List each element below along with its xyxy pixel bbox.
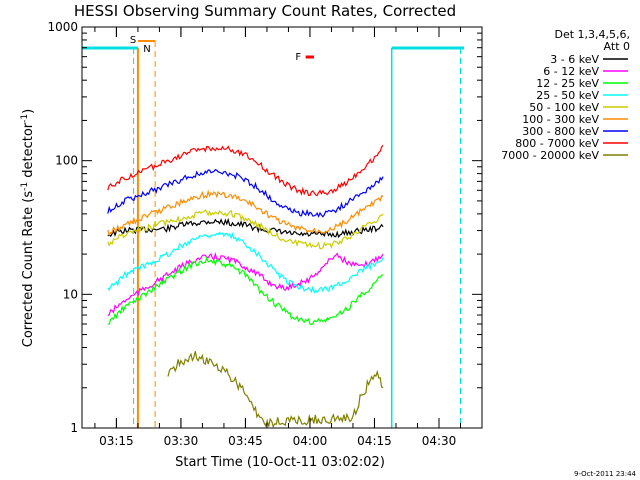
x-tick-label: 04:30 xyxy=(422,434,457,448)
legend-label: 7000 - 20000 keV xyxy=(501,149,599,162)
series-line-8 xyxy=(167,351,384,429)
series-line-2 xyxy=(107,256,384,326)
plot-frame xyxy=(81,26,483,429)
series-line-5 xyxy=(107,189,384,237)
annotation-s: S xyxy=(130,35,136,46)
x-tick-label: 04:00 xyxy=(293,434,328,448)
x-tick-label: 04:15 xyxy=(357,434,392,448)
x-tick-label: 03:30 xyxy=(164,434,199,448)
legend-label: 100 - 300 keV xyxy=(522,113,599,126)
legend-label: 12 - 25 keV xyxy=(536,77,599,90)
y-tick-label: 100 xyxy=(55,154,78,168)
y-tick-label: 1000 xyxy=(47,20,78,34)
y-tick-label: 1 xyxy=(70,421,78,435)
legend-header-detectors: Det 1,3,4,5,6, xyxy=(554,28,630,41)
legend-label: 6 - 12 keV xyxy=(543,65,599,78)
series-line-0 xyxy=(107,217,384,239)
series-layer xyxy=(107,145,384,429)
axes: 1 10 100 1000 03:15 03:30 03:45 04:00 04:15 04:30 xyxy=(47,20,483,448)
y-axis-label: Corrected Count Rate (s-1 detector-1) xyxy=(20,109,36,347)
legend-label: 25 - 50 keV xyxy=(536,89,599,102)
x-tick-label: 03:15 xyxy=(99,434,134,448)
series-line-4 xyxy=(107,209,384,250)
chart-title: HESSI Observing Summary Count Rates, Cor… xyxy=(74,2,456,20)
time-markers: SN F xyxy=(82,35,464,428)
generated-timestamp: 9-Oct-2011 23:44 xyxy=(574,470,637,478)
legend-label: 300 - 800 keV xyxy=(522,125,599,138)
series-line-1 xyxy=(107,251,384,317)
x-tick-label: 03:45 xyxy=(228,434,263,448)
annotation-f: F xyxy=(295,52,301,63)
plot-background xyxy=(82,27,482,428)
legend-label: 800 - 7000 keV xyxy=(515,137,599,150)
series-line-3 xyxy=(107,231,384,294)
legend-label: 50 - 100 keV xyxy=(529,101,599,114)
x-axis-label: Start Time (10-Oct-11 03:02:02) xyxy=(175,455,385,470)
plot-area xyxy=(82,27,482,428)
series-line-7 xyxy=(107,145,384,197)
legend-header-attenuator: Att 0 xyxy=(604,40,630,53)
y-tick-label: 10 xyxy=(63,287,78,301)
annotation-n: N xyxy=(143,44,150,55)
legend-label: 3 - 6 keV xyxy=(550,53,599,66)
series-line-6 xyxy=(107,168,384,218)
